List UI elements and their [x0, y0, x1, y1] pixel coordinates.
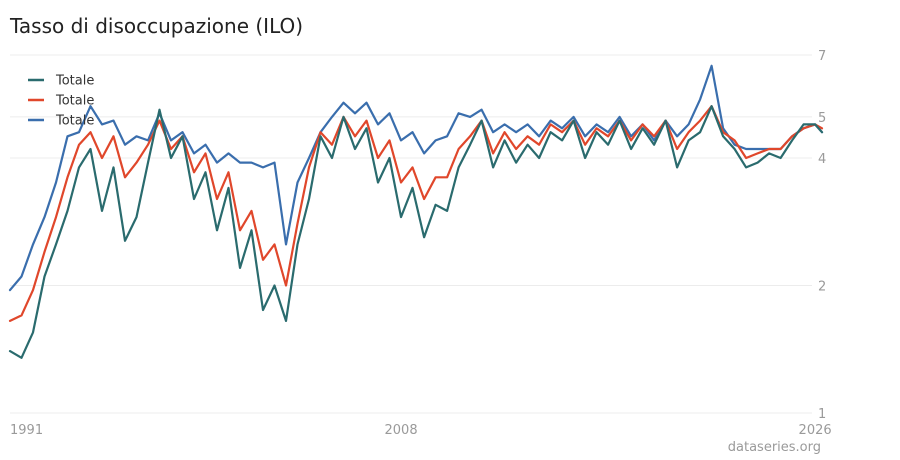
- y-tick-label-7: 7: [818, 49, 826, 64]
- grid: [10, 54, 812, 414]
- y-tick-label-4: 4: [818, 152, 826, 167]
- x-axis-ticks: 1991 2008 2026: [10, 423, 832, 438]
- legend-label-1: Totale: [55, 74, 94, 89]
- y-tick-label-2: 2: [818, 279, 826, 294]
- source-label: dataseries.org: [727, 440, 821, 455]
- y-tick-label-5: 5: [818, 111, 826, 126]
- chart-title: Tasso di disoccupazione (ILO): [10, 14, 304, 38]
- series-line-2: [8, 105, 824, 322]
- y-tick-label-1: 1: [818, 407, 826, 422]
- x-tick-label-1991: 1991: [10, 423, 43, 438]
- series-lines: [8, 64, 824, 359]
- legend: Totale Totale Totale: [28, 74, 94, 129]
- x-tick-label-2008: 2008: [385, 423, 418, 438]
- series-line-1: [8, 105, 824, 359]
- legend-label-3: Totale: [55, 114, 94, 129]
- series-line-3: [8, 64, 824, 292]
- legend-label-2: Totale: [55, 94, 94, 109]
- x-tick-label-2026: 2026: [799, 423, 832, 438]
- y-axis-ticks: 1 2 4 5 7: [818, 49, 826, 422]
